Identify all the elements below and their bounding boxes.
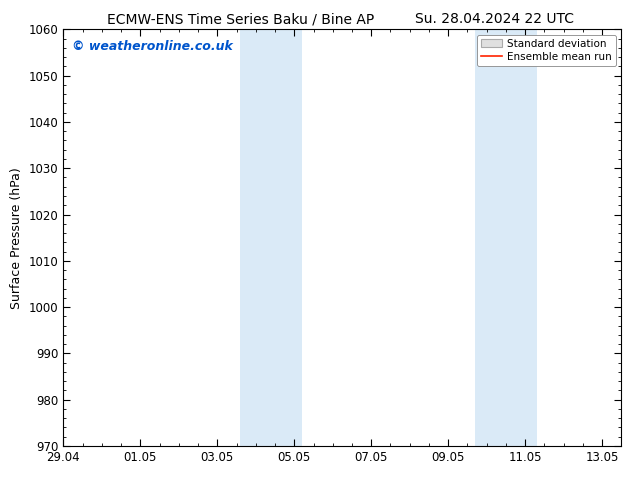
Bar <box>240 29 302 446</box>
Bar <box>475 29 536 446</box>
Text: Su. 28.04.2024 22 UTC: Su. 28.04.2024 22 UTC <box>415 12 574 26</box>
Text: ECMW-ENS Time Series Baku / Bine AP: ECMW-ENS Time Series Baku / Bine AP <box>107 12 375 26</box>
Text: © weatheronline.co.uk: © weatheronline.co.uk <box>72 40 233 53</box>
Legend: Standard deviation, Ensemble mean run: Standard deviation, Ensemble mean run <box>477 35 616 66</box>
Y-axis label: Surface Pressure (hPa): Surface Pressure (hPa) <box>10 167 23 309</box>
